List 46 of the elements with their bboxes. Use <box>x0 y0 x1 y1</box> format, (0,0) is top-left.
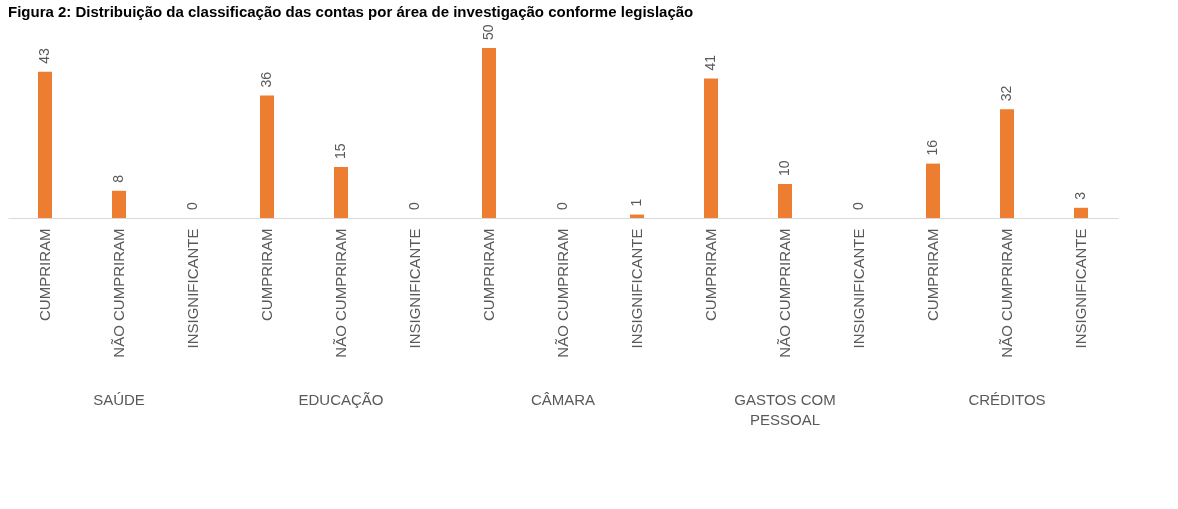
x-tick-label: NÃO CUMPRIRAM <box>332 228 349 358</box>
data-label: 32 <box>998 85 1014 102</box>
x-tick-label: INSIGNIFICANTE <box>850 228 867 349</box>
x-tick-label: INSIGNIFICANTE <box>1072 228 1089 349</box>
x-tick-label: INSIGNIFICANTE <box>628 228 645 349</box>
chart-title: Figura 2: Distribuição da classificação das contas por área de investigação conforme legislação <box>8 3 694 21</box>
x-tick-label: CUMPRIRAM <box>480 228 497 321</box>
x-tick-label: INSIGNIFICANTE <box>406 228 423 349</box>
data-label: 8 <box>110 174 126 183</box>
data-label: 3 <box>1072 191 1088 200</box>
data-label: 1 <box>628 198 644 207</box>
text: CÂMARA <box>530 391 596 408</box>
text: GASTOS COM PESSOAL <box>734 391 836 428</box>
bar <box>1074 207 1088 218</box>
x-tick-label: CUMPRIRAM <box>258 228 275 321</box>
x-tick-label: NÃO CUMPRIRAM <box>998 228 1015 358</box>
data-label: 0 <box>850 202 866 210</box>
data-label: 36 <box>258 71 274 88</box>
x-tick-label: CUMPRIRAM <box>702 228 719 321</box>
data-label: 43 <box>36 48 52 64</box>
x-tick-label: INSIGNIFICANTE <box>184 228 201 349</box>
data-label: 50 <box>480 24 496 40</box>
x-tick-label: NÃO CUMPRIRAM <box>776 228 793 358</box>
x-tick-label: CUMPRIRAM <box>36 228 53 321</box>
bar <box>778 184 792 218</box>
bar <box>926 163 940 218</box>
text: SAÚDE <box>93 391 145 408</box>
text: EDUCAÇÃO <box>298 391 384 408</box>
x-tick-label: NÃO CUMPRIRAM <box>110 228 127 358</box>
data-label: 0 <box>554 202 570 210</box>
bar <box>112 190 126 218</box>
text: CRÉDITOS <box>968 391 1046 408</box>
x-tick-label: NÃO CUMPRIRAM <box>554 228 571 358</box>
bar <box>1000 109 1014 218</box>
bar <box>704 78 718 218</box>
data-label: 41 <box>702 54 718 71</box>
data-label: 0 <box>406 202 422 210</box>
data-label: 16 <box>924 139 940 156</box>
bar <box>38 71 52 218</box>
data-label: 10 <box>776 160 792 176</box>
x-tick-label: CUMPRIRAM <box>924 228 941 321</box>
data-label: 15 <box>332 143 348 159</box>
data-label: 0 <box>184 202 200 210</box>
bar <box>334 167 348 218</box>
bar <box>260 95 274 218</box>
bar <box>482 48 496 218</box>
